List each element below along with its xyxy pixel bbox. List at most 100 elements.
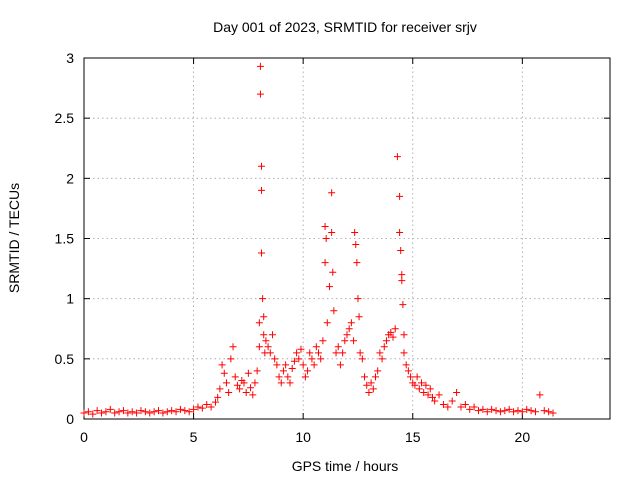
data-point bbox=[304, 367, 312, 375]
data-point bbox=[387, 328, 395, 336]
data-point bbox=[260, 331, 268, 339]
data-point bbox=[172, 408, 180, 416]
data-point bbox=[268, 331, 276, 339]
data-point bbox=[374, 367, 382, 375]
data-point bbox=[279, 367, 287, 375]
data-point bbox=[341, 337, 349, 345]
data-point bbox=[295, 355, 303, 363]
data-point bbox=[273, 361, 281, 369]
data-point bbox=[286, 379, 294, 387]
data-point bbox=[194, 403, 202, 411]
data-point bbox=[536, 391, 544, 399]
data-point bbox=[259, 295, 267, 303]
data-point bbox=[426, 385, 434, 393]
data-point bbox=[332, 349, 340, 357]
data-point bbox=[354, 295, 362, 303]
data-point bbox=[353, 259, 361, 267]
data-point bbox=[255, 319, 263, 327]
data-point bbox=[531, 408, 539, 416]
data-point bbox=[319, 337, 327, 345]
data-point bbox=[212, 398, 219, 406]
data-point bbox=[424, 391, 432, 399]
data-point bbox=[540, 407, 548, 415]
data-point bbox=[444, 403, 452, 411]
data-point bbox=[106, 405, 114, 413]
data-point bbox=[255, 343, 263, 351]
data-point bbox=[336, 361, 344, 369]
data-point bbox=[431, 397, 439, 405]
data-point bbox=[185, 408, 193, 416]
data-point bbox=[453, 389, 461, 397]
data-point bbox=[356, 349, 364, 357]
x-tick-label: 0 bbox=[80, 429, 88, 445]
data-point bbox=[128, 408, 136, 416]
data-point bbox=[397, 247, 405, 255]
data-point bbox=[402, 361, 410, 369]
data-point bbox=[428, 393, 436, 401]
data-point bbox=[220, 369, 228, 377]
data-point bbox=[514, 407, 522, 415]
data-point bbox=[400, 349, 408, 357]
data-point bbox=[396, 192, 404, 200]
data-point bbox=[330, 307, 338, 315]
data-point bbox=[146, 409, 154, 417]
data-point bbox=[457, 403, 465, 411]
data-point bbox=[404, 367, 412, 375]
data-point bbox=[115, 408, 123, 416]
data-point bbox=[418, 379, 426, 387]
data-point bbox=[350, 337, 358, 345]
data-point bbox=[382, 337, 390, 345]
data-point bbox=[258, 186, 266, 194]
data-point bbox=[293, 349, 301, 357]
data-point bbox=[361, 373, 369, 381]
data-point bbox=[124, 409, 132, 417]
data-point bbox=[297, 345, 305, 353]
data-point bbox=[329, 268, 337, 276]
data-point bbox=[411, 381, 419, 389]
data-point bbox=[218, 361, 226, 369]
chart-title: Day 001 of 2023, SRMTID for receiver srj… bbox=[213, 19, 477, 35]
data-point bbox=[242, 389, 250, 397]
data-point bbox=[328, 228, 336, 236]
data-point bbox=[240, 379, 248, 387]
data-point bbox=[479, 405, 487, 413]
data-point bbox=[198, 404, 206, 412]
x-tick-label: 15 bbox=[405, 429, 421, 445]
data-point bbox=[415, 385, 423, 393]
data-point bbox=[227, 355, 235, 363]
y-tick-label: 2 bbox=[66, 170, 74, 186]
data-point bbox=[233, 381, 241, 389]
data-point bbox=[260, 313, 268, 321]
y-tick-label: 0 bbox=[66, 411, 74, 427]
data-point bbox=[93, 407, 101, 415]
data-point bbox=[422, 381, 430, 389]
data-point bbox=[168, 407, 176, 415]
data-point bbox=[518, 408, 526, 416]
data-point bbox=[310, 361, 318, 369]
data-point bbox=[501, 407, 509, 415]
data-point bbox=[363, 381, 371, 389]
data-point bbox=[317, 355, 325, 363]
y-tick-label: 0.5 bbox=[55, 351, 75, 367]
data-point bbox=[308, 355, 316, 363]
data-point bbox=[222, 379, 230, 387]
data-point bbox=[339, 349, 347, 357]
data-point bbox=[407, 373, 415, 381]
data-point bbox=[282, 361, 290, 369]
data-point bbox=[119, 407, 127, 415]
data-point bbox=[323, 319, 331, 327]
plot-frame bbox=[83, 57, 611, 420]
data-point bbox=[358, 355, 366, 363]
data-point bbox=[398, 271, 406, 279]
data-point bbox=[163, 408, 171, 416]
data-point bbox=[351, 228, 359, 236]
data-point bbox=[249, 391, 257, 399]
data-point bbox=[413, 373, 421, 381]
data-point bbox=[102, 408, 110, 416]
data-point bbox=[315, 349, 323, 357]
data-point bbox=[84, 408, 92, 416]
data-point bbox=[133, 409, 141, 417]
data-point bbox=[400, 331, 408, 339]
x-tick-label: 10 bbox=[295, 429, 311, 445]
